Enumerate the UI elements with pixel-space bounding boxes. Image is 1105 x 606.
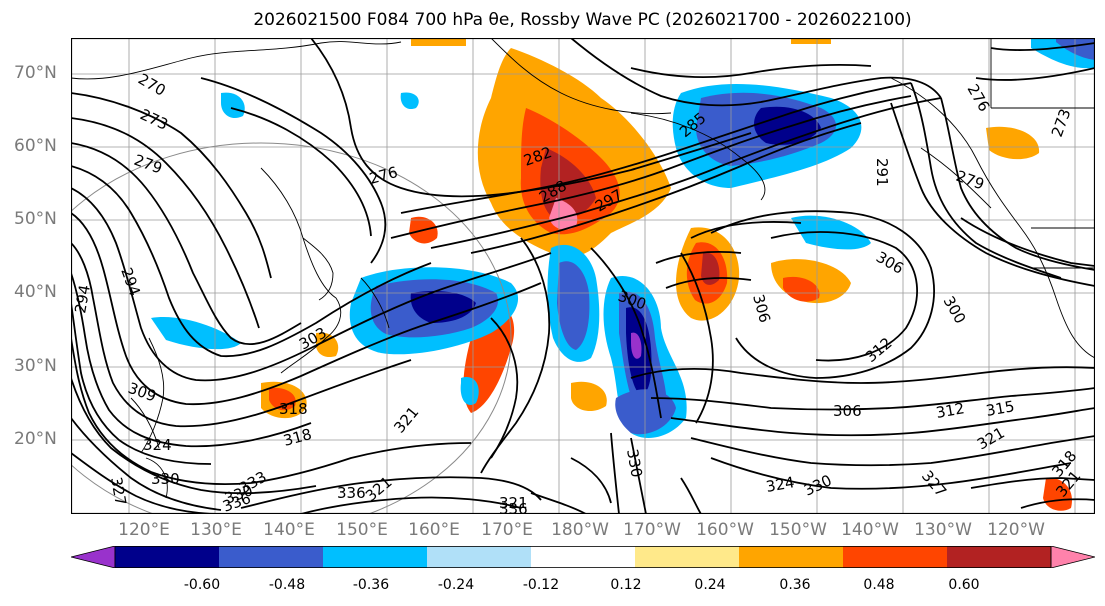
contour-label: 312	[935, 399, 966, 422]
colorbar-tick: -0.60	[183, 577, 221, 593]
lon-label-130e: 130°E	[190, 520, 242, 540]
contour-label: 330	[151, 470, 180, 488]
colorbar-tick: 0.24	[694, 577, 726, 593]
colorbar-extend-max	[1050, 545, 1096, 569]
colorbar-segment	[219, 546, 324, 568]
map-title: 2026021500 F084 700 hPa θe, Rossby Wave …	[253, 10, 912, 30]
colorbar	[70, 545, 1096, 569]
contour-label: 330	[623, 448, 646, 479]
lon-label-150e: 150°E	[336, 520, 388, 540]
colorbar-tick: 0.12	[610, 577, 642, 593]
lon-label-160w: 160°W	[696, 520, 754, 540]
lat-label-50: 50°N	[14, 209, 57, 229]
contour-label: 336	[499, 500, 528, 514]
colorbar-segment	[115, 546, 220, 568]
contour-label: 306	[833, 402, 862, 420]
lat-label-30: 30°N	[14, 356, 57, 376]
colorbar-tick: -0.48	[268, 577, 306, 593]
theta-e-contours	[71, 38, 1095, 514]
colorbar-segment	[739, 546, 844, 568]
contour-label: 315	[985, 397, 1016, 420]
colorbar-segment	[843, 546, 948, 568]
contour-label: 324	[143, 436, 172, 454]
colorbar-segment	[427, 546, 532, 568]
contour-label: 336	[337, 484, 366, 502]
lon-label-160e: 160°E	[408, 520, 460, 540]
map-panel: 270 273 279 276 282 288 297 294 294 303 …	[71, 38, 1095, 514]
coastlines	[71, 38, 1095, 499]
colorbar-tick: -0.24	[437, 577, 475, 593]
lat-label-20: 20°N	[14, 429, 57, 449]
colorbar-segment	[947, 546, 1052, 568]
contour-labels: 270 273 279 276 282 288 297 294 294 303 …	[71, 70, 1084, 514]
colorbar-segment	[323, 546, 428, 568]
lon-label-170e: 170°E	[481, 520, 533, 540]
guide-arcs	[71, 142, 512, 514]
lon-label-130w: 130°W	[914, 520, 972, 540]
colorbar-svg	[70, 545, 1096, 569]
colorbar-tick: 0.48	[863, 577, 895, 593]
contour-label: 321	[499, 494, 528, 512]
lon-label-140e: 140°E	[263, 520, 315, 540]
colorbar-extend-min	[70, 545, 116, 569]
colorbar-tick: 0.36	[779, 577, 811, 593]
lon-label-180w: 180°W	[551, 520, 609, 540]
colorbar-tick: -0.36	[352, 577, 390, 593]
lon-label-170w: 170°W	[623, 520, 681, 540]
contour-label: 324	[765, 473, 796, 496]
lon-label-140w: 140°W	[841, 520, 899, 540]
lon-label-120e: 120°E	[118, 520, 170, 540]
graticule	[71, 38, 1095, 514]
lon-label-150w: 150°W	[769, 520, 827, 540]
lat-label-60: 60°N	[14, 136, 57, 156]
colorbar-segment	[531, 546, 636, 568]
colorbar-segment	[635, 546, 740, 568]
contour-label: 318	[279, 400, 308, 418]
colorbar-tick: -0.12	[522, 577, 560, 593]
contour-label: 327	[107, 476, 130, 507]
colorbar-frame	[114, 546, 1052, 568]
lon-label-120w: 120°W	[987, 520, 1045, 540]
colorbar-tick: 0.60	[948, 577, 980, 593]
contour-label: 291	[873, 158, 891, 187]
lat-label-70: 70°N	[14, 63, 57, 83]
contour-label: 294	[71, 283, 94, 314]
map-svg: 270 273 279 276 282 288 297 294 294 303 …	[71, 38, 1095, 514]
lat-label-40: 40°N	[14, 282, 57, 302]
